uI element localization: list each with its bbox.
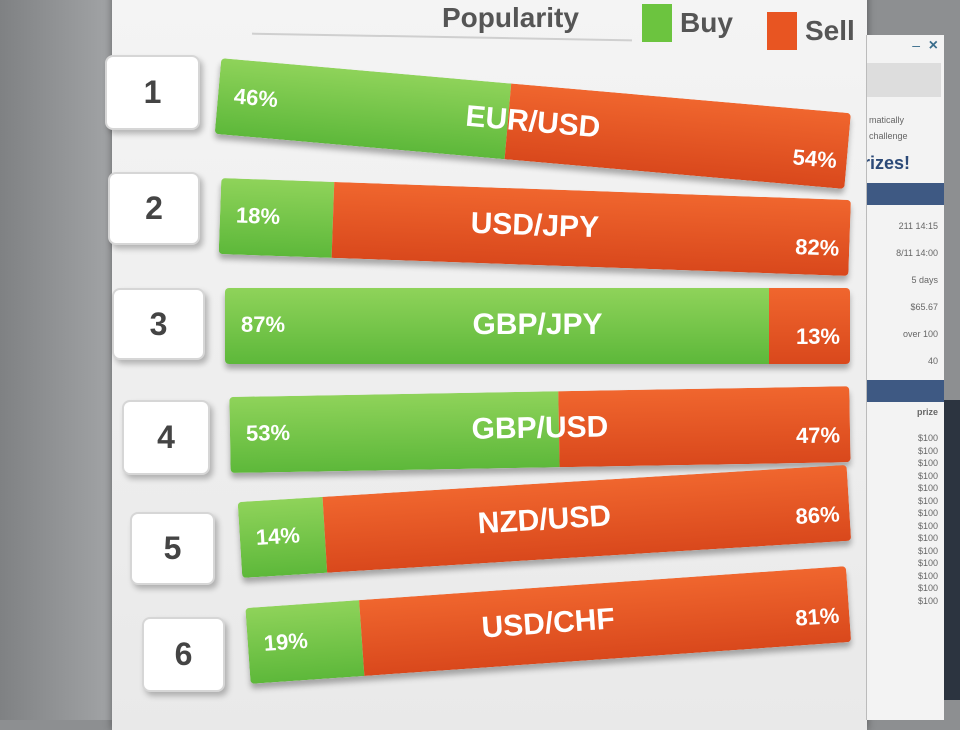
side-text: challenge <box>869 131 908 141</box>
buy-percent: 46% <box>232 83 280 113</box>
legend-buy-label: Buy <box>680 7 733 38</box>
legend-buy: Buy <box>642 4 733 42</box>
buy-percent: 19% <box>262 627 309 656</box>
prize-value: $100 <box>917 520 938 531</box>
rank-badge: 4 <box>122 400 210 475</box>
rank-badge: 1 <box>105 55 200 130</box>
prizes-heading: rizes! <box>866 153 911 173</box>
rank-badge: 3 <box>112 288 205 360</box>
side-header <box>867 63 941 97</box>
widget-title: Popularity <box>442 2 579 33</box>
sell-percent: 47% <box>795 422 841 449</box>
detail-value: 8/11 14:00 <box>896 248 938 258</box>
prize-value: $100 <box>917 558 938 568</box>
prize-value: $100 <box>917 533 938 543</box>
side-band <box>867 183 944 205</box>
buy-percent: 87% <box>241 312 286 337</box>
prize-value: $100 <box>917 570 938 581</box>
prize-value: $100 <box>917 595 938 606</box>
prize-value: $100 <box>917 495 938 506</box>
rank-badge: 2 <box>108 172 200 245</box>
buy-percent: 14% <box>255 522 301 551</box>
prize-value: $100 <box>917 470 938 481</box>
side-band <box>867 380 944 402</box>
sell-swatch <box>767 12 797 50</box>
buy-swatch <box>642 4 672 42</box>
buy-percent: 53% <box>245 419 291 446</box>
prize-value: $100 <box>917 545 938 556</box>
side-text: matically <box>869 115 905 125</box>
prize-value: $100 <box>917 433 938 443</box>
sell-percent: 54% <box>791 144 838 174</box>
prize-value: $100 <box>917 508 938 518</box>
sell-percent: 86% <box>794 501 841 530</box>
prize-value: $100 <box>917 583 938 593</box>
detail-value: over 100 <box>902 329 938 339</box>
detail-value: 211 14:15 <box>898 221 938 231</box>
prize-header: prize <box>916 407 938 417</box>
side-panel: – × matically challenge rizes! 211 14:15… <box>866 35 944 720</box>
sell-percent: 13% <box>795 324 840 349</box>
background-table <box>944 400 960 700</box>
popularity-bar[interactable]: 53% 47% GBP/USD <box>229 386 851 473</box>
prize-value: $100 <box>917 483 938 493</box>
buy-segment: 87% <box>225 288 769 364</box>
buy-segment: 53% <box>229 391 560 473</box>
popularity-bar[interactable]: 87% 13% GBP/JPY <box>225 288 850 364</box>
sell-segment: 13% <box>768 288 850 364</box>
close-icon[interactable]: × <box>928 37 938 54</box>
prize-value: $100 <box>917 445 938 456</box>
detail-value: $65.67 <box>910 302 938 312</box>
legend-sell: Sell <box>767 12 855 50</box>
background <box>0 0 115 720</box>
legend-sell-label: Sell <box>805 15 855 46</box>
buy-percent: 18% <box>235 202 281 230</box>
minimize-icon[interactable]: – <box>912 37 920 53</box>
sell-percent: 82% <box>794 234 840 261</box>
buy-segment: 14% <box>237 496 328 578</box>
buy-segment: 19% <box>245 600 365 684</box>
sell-segment: 47% <box>557 386 851 468</box>
rank-badge: 5 <box>130 512 215 585</box>
detail-value: 40 <box>927 356 938 366</box>
sell-percent: 81% <box>794 602 841 631</box>
prize-value: $100 <box>917 458 938 468</box>
rank-badge: 6 <box>142 617 225 692</box>
buy-segment: 18% <box>218 178 335 258</box>
detail-value: 5 days <box>911 275 938 285</box>
